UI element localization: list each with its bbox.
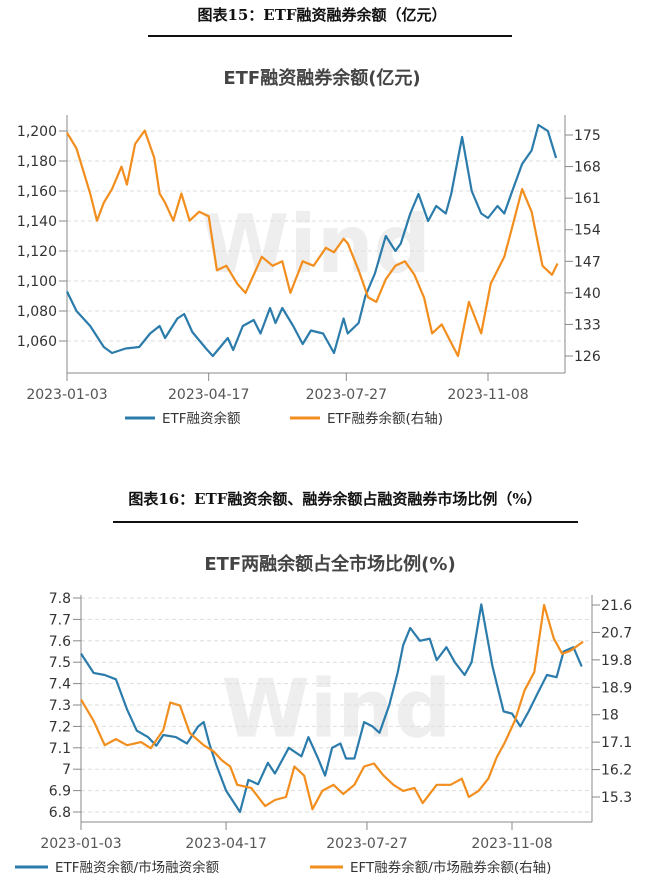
right-tick-label: 140 bbox=[574, 286, 601, 302]
legend-label: EFT融券余额/市场融券余额(右轴) bbox=[350, 859, 551, 876]
left-tick-label: 7.1 bbox=[49, 741, 71, 757]
watermark: Wind bbox=[201, 198, 431, 291]
left-tick-label: 1,160 bbox=[17, 184, 57, 200]
chart-etf-margin-ratio: 图表16：ETF融资余额、融券余额占融资融券市场比例（%） ETF两融余额占全市场… bbox=[15, 490, 632, 876]
x-tick-label: 2023-11-08 bbox=[447, 387, 528, 403]
right-tick-label: 15.3 bbox=[601, 790, 632, 806]
right-tick-label: 17.1 bbox=[601, 735, 632, 751]
figure-caption: 图表16：ETF融资余额、融券余额占融资融券市场比例（%） bbox=[128, 490, 541, 508]
series-line-1 bbox=[80, 603, 583, 814]
x-tick-label: 2023-01-03 bbox=[26, 387, 107, 403]
left-tick-label: 1,200 bbox=[17, 124, 57, 140]
series-line-1 bbox=[66, 123, 558, 358]
x-tick-label: 2023-01-03 bbox=[40, 836, 121, 852]
legend-label: ETF融资余额 bbox=[162, 410, 241, 427]
left-tick-label: 7.3 bbox=[49, 698, 71, 714]
left-tick-label: 7.8 bbox=[49, 591, 71, 607]
left-tick-label: 1,080 bbox=[17, 304, 57, 320]
right-tick-label: 21.6 bbox=[601, 598, 632, 614]
left-tick-label: 7.4 bbox=[49, 677, 71, 693]
chart-title: ETF融资融券余额(亿元) bbox=[223, 67, 420, 89]
series-line-2 bbox=[80, 603, 584, 811]
left-tick-label: 1,100 bbox=[17, 274, 57, 290]
chart-etf-margin-balance: 图表15：ETF融资融券余额（亿元） ETF融资融券余额(亿元) Wind 1,060… bbox=[17, 6, 601, 427]
left-tick-label: 7 bbox=[62, 762, 71, 778]
right-tick-label: 175 bbox=[574, 128, 601, 144]
x-tick-label: 2023-11-08 bbox=[471, 836, 552, 852]
legend-label: ETF融资余额/市场融资余额 bbox=[55, 859, 220, 876]
left-tick-label: 6.9 bbox=[49, 784, 71, 800]
figure-caption: 图表15：ETF融资融券余额（亿元） bbox=[197, 6, 446, 24]
right-tick-label: 161 bbox=[574, 191, 601, 207]
left-tick-label: 6.8 bbox=[49, 805, 71, 821]
right-tick-label: 18.9 bbox=[601, 680, 632, 696]
left-tick-label: 7.5 bbox=[49, 655, 71, 671]
left-tick-label: 7.2 bbox=[49, 719, 71, 735]
left-tick-label: 7.7 bbox=[49, 612, 71, 628]
left-tick-label: 1,140 bbox=[17, 214, 57, 230]
legend-label: ETF融券余额(右轴) bbox=[327, 410, 443, 427]
x-tick-label: 2023-04-17 bbox=[185, 836, 266, 852]
x-tick-label: 2023-04-17 bbox=[168, 387, 249, 403]
left-tick-label: 1,120 bbox=[17, 244, 57, 260]
right-tick-label: 154 bbox=[574, 223, 601, 239]
right-tick-label: 16.2 bbox=[601, 763, 632, 779]
right-tick-label: 20.7 bbox=[601, 625, 632, 641]
x-tick-label: 2023-07-27 bbox=[326, 836, 407, 852]
left-tick-label: 7.6 bbox=[49, 634, 71, 650]
chart-title: ETF两融余额占全市场比例(%) bbox=[204, 553, 455, 575]
right-tick-label: 18 bbox=[601, 708, 619, 724]
right-tick-label: 168 bbox=[574, 160, 601, 176]
right-tick-label: 126 bbox=[574, 349, 601, 365]
right-tick-label: 133 bbox=[574, 317, 601, 333]
left-tick-label: 1,180 bbox=[17, 154, 57, 170]
series-line-2 bbox=[66, 129, 559, 358]
x-tick-label: 2023-07-27 bbox=[306, 387, 387, 403]
right-tick-label: 19.8 bbox=[601, 653, 632, 669]
watermark: Wind bbox=[222, 663, 452, 756]
left-tick-label: 1,060 bbox=[17, 334, 57, 350]
right-tick-label: 147 bbox=[574, 254, 601, 270]
